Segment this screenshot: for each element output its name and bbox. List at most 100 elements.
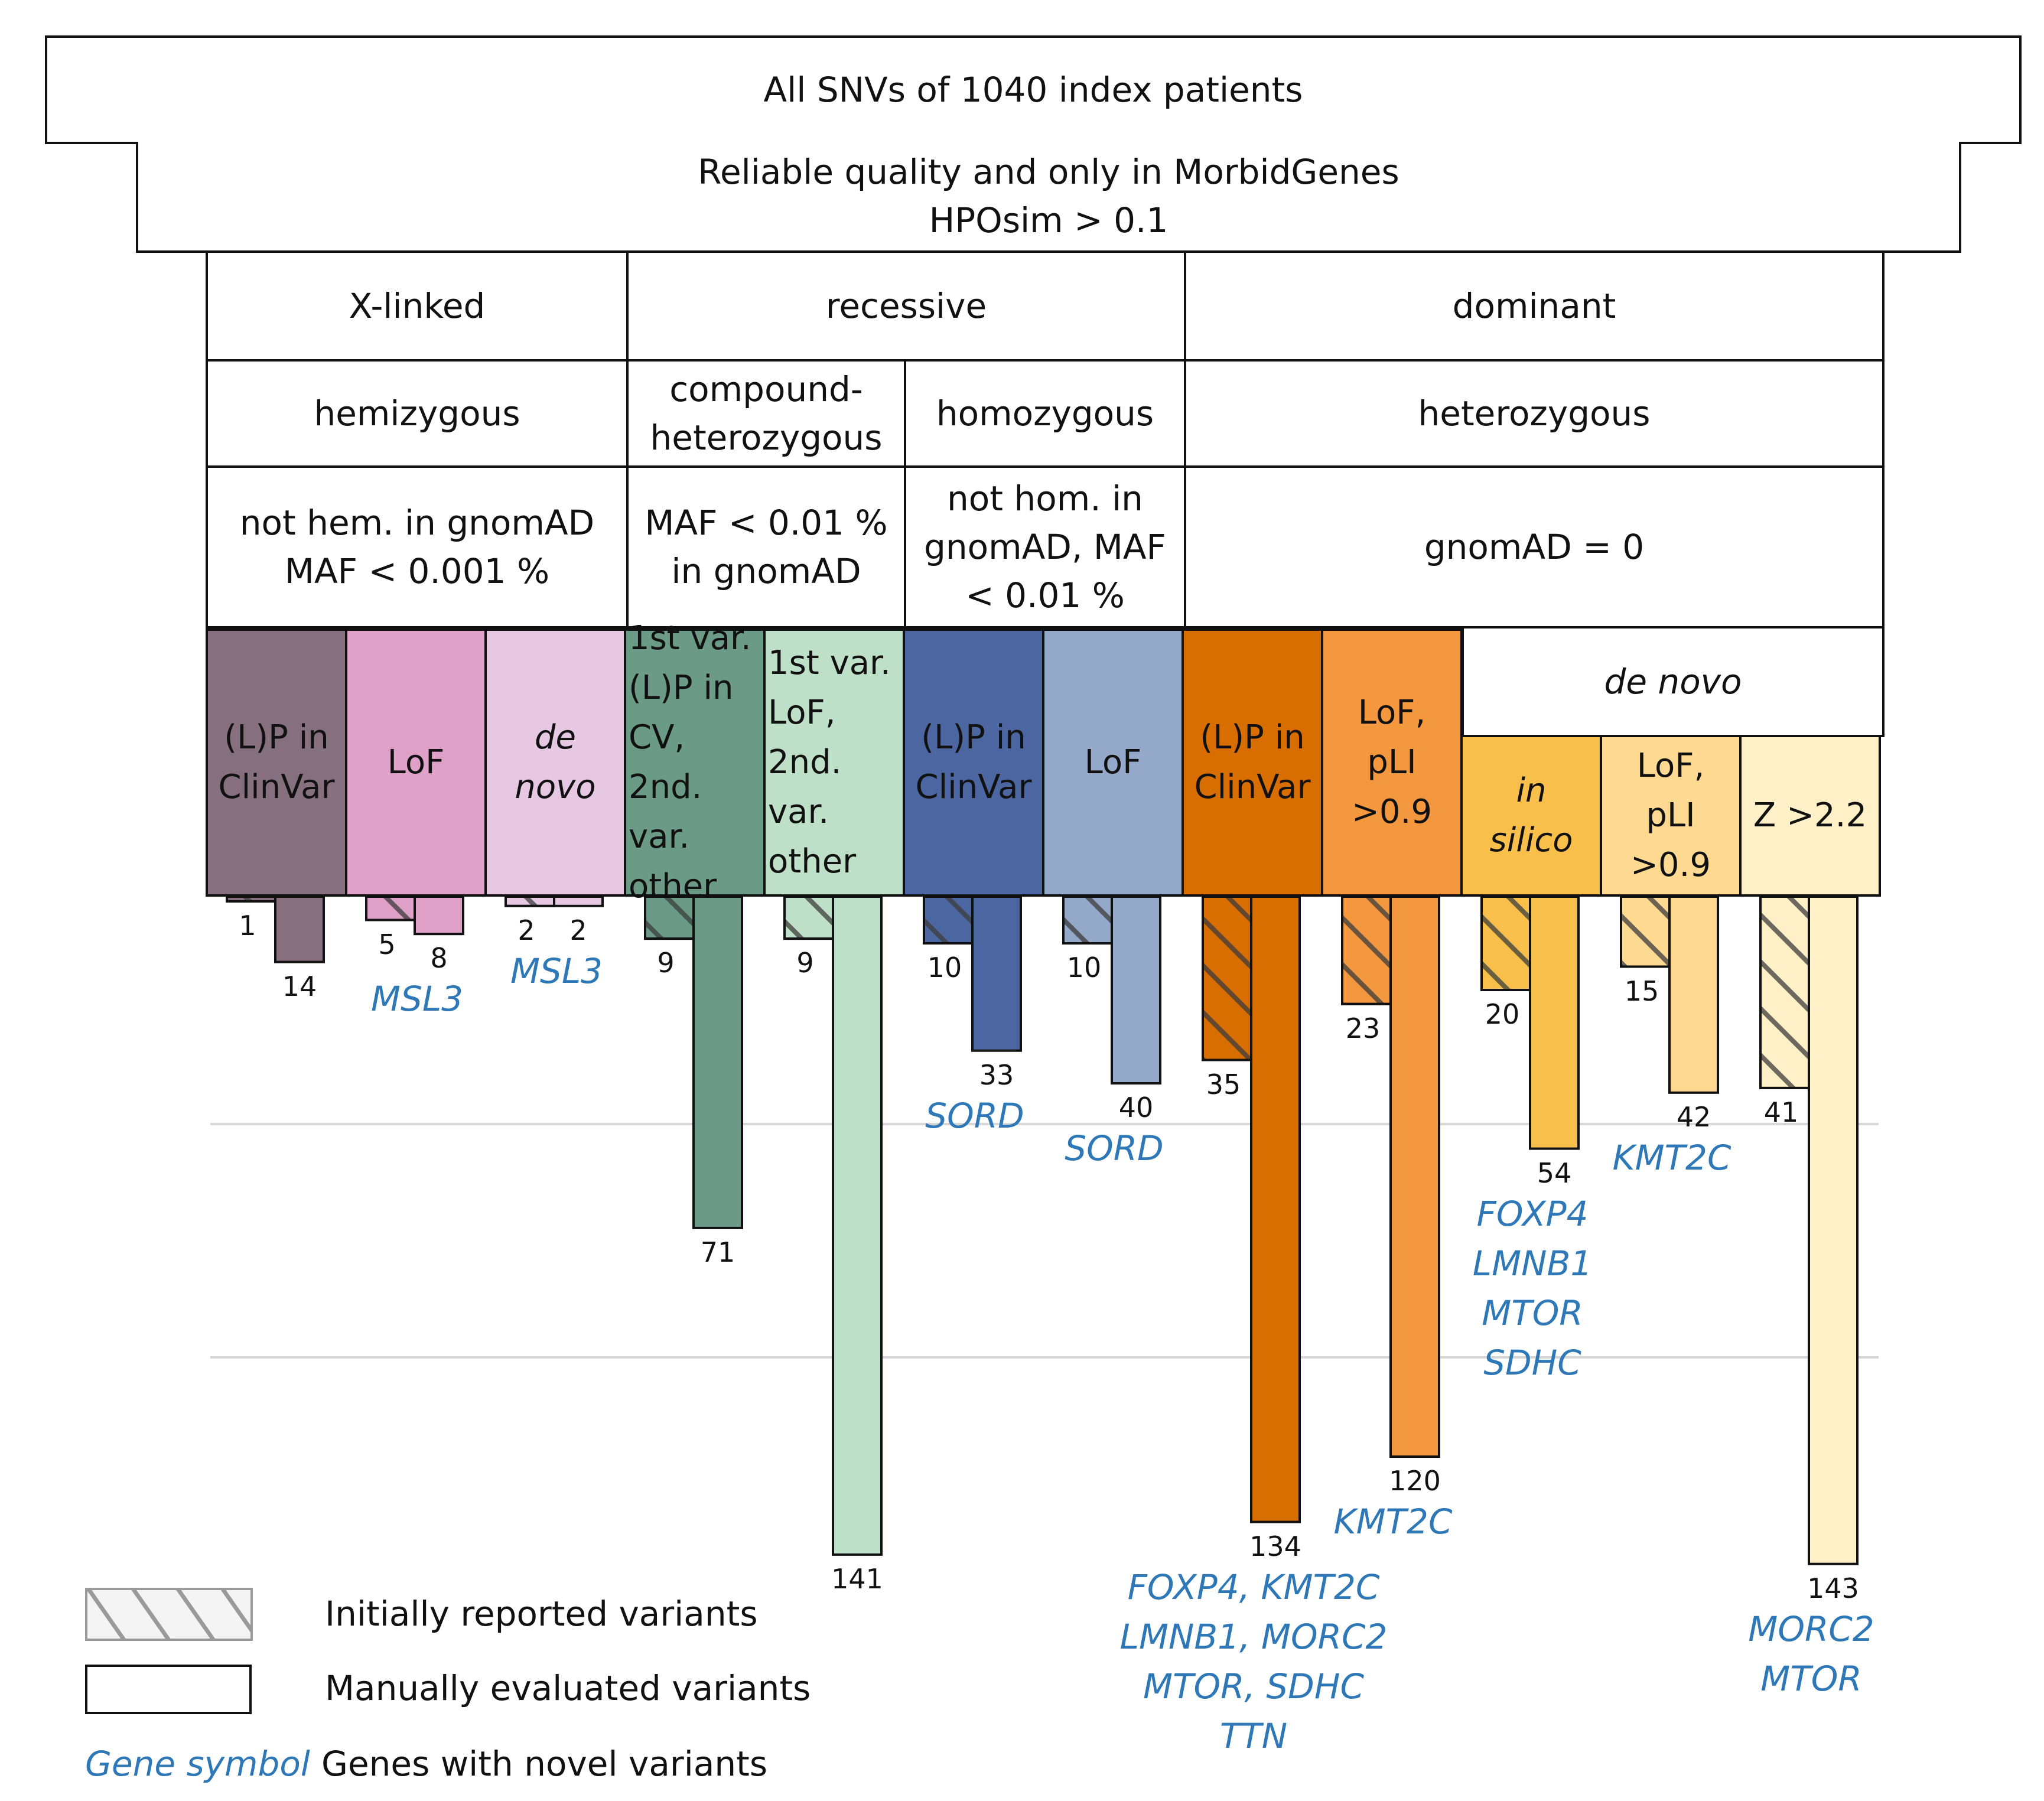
gene-symbol: MTOR bbox=[1760, 1658, 1862, 1699]
zygosity-compound-line-1: compound- bbox=[669, 369, 863, 409]
bar-reported-hatch bbox=[1062, 895, 1113, 945]
novel-gene-label: MORC2 MTOR bbox=[1748, 1604, 1874, 1704]
category-label-line: ClinVar bbox=[1194, 768, 1311, 806]
frequency-hemi-line-1: not hem. in gnomAD bbox=[239, 503, 595, 543]
de-novo-header-label: de novo bbox=[1604, 662, 1742, 702]
bar-reported-3 bbox=[644, 895, 695, 940]
category-label: LoF bbox=[1085, 738, 1142, 787]
category-label-line: LoF bbox=[387, 743, 445, 781]
value-label-evaluated: 143 bbox=[1807, 1572, 1859, 1604]
bar-reported-0 bbox=[226, 895, 276, 903]
category-label-line: CV, 2nd. bbox=[629, 718, 702, 806]
bar-evaluated-4 bbox=[832, 895, 883, 1556]
category-label-line: de bbox=[535, 718, 576, 757]
value-label-reported: 1 bbox=[239, 910, 256, 942]
value-label-reported: 20 bbox=[1485, 998, 1520, 1030]
category-box-7: (L)P in ClinVar bbox=[1182, 628, 1323, 897]
category-label: 1st var. LoF, 2nd. var. other bbox=[768, 639, 891, 887]
category-label-line: 2nd. bbox=[768, 743, 842, 781]
category-label-line: 1st var. bbox=[768, 644, 891, 682]
zygosity-compound-line-2: heterozygous bbox=[650, 418, 883, 458]
bar-reported-6 bbox=[1062, 895, 1113, 945]
grid-layer bbox=[210, 1123, 1879, 1359]
category-label-line: pLI >0.9 bbox=[1630, 796, 1711, 884]
bar-evaluated-10 bbox=[1668, 895, 1719, 1094]
zygosity-homozygous: homozygous bbox=[904, 359, 1186, 468]
title-text: All SNVs of 1040 index patients bbox=[763, 70, 1303, 110]
bar-reported-hatch bbox=[365, 895, 416, 921]
category-label-line: silico bbox=[1489, 821, 1573, 859]
zygosity-heterozygous-label: heterozygous bbox=[1418, 393, 1651, 434]
filter-line-2: HPOsim > 0.1 bbox=[929, 200, 1169, 240]
gene-symbol: TTN bbox=[1219, 1715, 1288, 1756]
category-label-line: var. bbox=[768, 793, 829, 831]
category-box-8: LoF, pLI >0.9 bbox=[1321, 628, 1463, 897]
category-box-6: LoF bbox=[1042, 628, 1184, 897]
bar-evaluated-9 bbox=[1529, 895, 1580, 1150]
inheritance-dominant: dominant bbox=[1184, 250, 1884, 361]
bar-reported-5 bbox=[923, 895, 974, 945]
bar-evaluated-8 bbox=[1389, 895, 1440, 1458]
value-label-evaluated: 120 bbox=[1389, 1465, 1441, 1497]
value-label-reported: 2 bbox=[517, 914, 535, 946]
value-label-reported: 9 bbox=[796, 947, 814, 979]
bar-evaluated-7 bbox=[1250, 895, 1301, 1523]
gene-symbol: MTOR, SDHC bbox=[1143, 1666, 1364, 1706]
gene-symbol: MORC2 bbox=[1748, 1608, 1874, 1649]
inheritance-xlinked: X-linked bbox=[206, 250, 629, 361]
bar-reported-2 bbox=[505, 895, 555, 907]
gene-symbol: MSL3 bbox=[510, 950, 603, 991]
legend-evaluated-label: Manually evaluated variants bbox=[325, 1668, 811, 1708]
novel-gene-label: SORD bbox=[925, 1091, 1024, 1141]
inheritance-xlinked-label: X-linked bbox=[349, 286, 486, 326]
gene-symbol: MSL3 bbox=[370, 979, 464, 1020]
bar-reported-hatch bbox=[1341, 895, 1392, 1005]
frequency-compound: MAF < 0.01 % in gnomAD bbox=[626, 465, 906, 628]
bar-reported-hatch bbox=[1759, 895, 1810, 1089]
category-label-line: (L)P in bbox=[629, 669, 734, 707]
category-label: in silico bbox=[1490, 766, 1573, 865]
category-box-2: de novo bbox=[484, 628, 626, 897]
frequency-hetero-label: gnomAD = 0 bbox=[1424, 527, 1645, 567]
novel-gene-label: KMT2C bbox=[1334, 1497, 1453, 1546]
bar-reported-hatch bbox=[505, 895, 555, 907]
novel-gene-label: KMT2C bbox=[1613, 1133, 1731, 1183]
gene-symbol: FOXP4 bbox=[1476, 1193, 1589, 1234]
category-box-3: 1st var. (L)P in CV, 2nd. var. other bbox=[624, 619, 766, 906]
gene-symbol: LMNB1, MORC2 bbox=[1119, 1616, 1388, 1657]
category-label-line: novo bbox=[515, 768, 596, 806]
gene-symbol: KMT2C bbox=[1333, 1502, 1453, 1542]
category-box-5: (L)P in ClinVar bbox=[903, 628, 1044, 897]
bar-reported-hatch bbox=[644, 895, 695, 940]
zygosity-homozygous-label: homozygous bbox=[936, 393, 1154, 434]
legend-hatched-swatch bbox=[85, 1588, 253, 1641]
novel-gene-label: MSL3 bbox=[371, 974, 463, 1024]
gene-symbol: KMT2C bbox=[1612, 1137, 1731, 1178]
legend-gene-sample: Gene symbol bbox=[85, 1744, 310, 1784]
frequency-homo-line-1: not hom. in bbox=[947, 478, 1143, 519]
category-label: de novo bbox=[515, 713, 595, 812]
frequency-hemizygous: not hem. in gnomAD MAF < 0.001 % bbox=[206, 465, 629, 628]
novel-gene-label: FOXP4, KMT2C LMNB1, MORC2 MTOR, SDHC TTN bbox=[1120, 1562, 1388, 1761]
value-label-reported: 10 bbox=[927, 952, 962, 983]
bar-evaluated-3 bbox=[692, 895, 743, 1229]
bar-reported-hatch bbox=[1202, 895, 1252, 1061]
category-label: LoF, pLI >0.9 bbox=[1602, 741, 1739, 890]
value-label-evaluated: 134 bbox=[1249, 1530, 1301, 1562]
frequency-homozygous: not hom. in gnomAD, MAF < 0.01 % bbox=[904, 465, 1186, 628]
value-label-reported: 15 bbox=[1624, 975, 1659, 1007]
value-label-evaluated: 71 bbox=[700, 1236, 735, 1268]
value-label-evaluated: 54 bbox=[1537, 1157, 1572, 1189]
bar-evaluated-1 bbox=[414, 895, 464, 936]
bar-layer bbox=[226, 895, 1859, 1565]
bar-reported-11 bbox=[1759, 895, 1810, 1089]
frequency-homo-line-3: < 0.01 % bbox=[965, 575, 1125, 615]
gene-symbol: MTOR bbox=[1482, 1292, 1583, 1333]
category-label: 1st var. (L)P in CV, 2nd. var. other bbox=[629, 614, 763, 911]
category-label-line: var. bbox=[629, 818, 690, 856]
value-label-evaluated: 42 bbox=[1676, 1100, 1711, 1133]
category-label: LoF, pLI >0.9 bbox=[1323, 688, 1460, 837]
value-label-evaluated: 2 bbox=[569, 914, 587, 946]
bar-reported-hatch bbox=[226, 895, 276, 903]
